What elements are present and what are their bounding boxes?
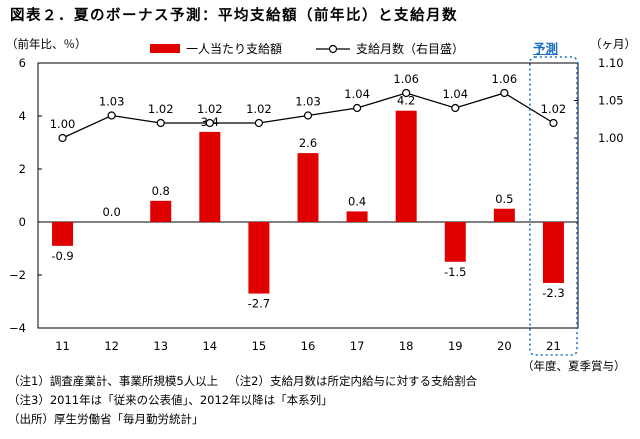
- line-point-19: [451, 103, 460, 113]
- legend-line-swatch: [316, 44, 350, 53]
- plot-frame: [37, 62, 579, 329]
- bar-21: [542, 222, 564, 283]
- x-tick-label-13: 13: [153, 339, 168, 353]
- line-label-18: 1.06: [393, 72, 419, 86]
- legend-bar-label: 一人当たり支給額: [186, 42, 283, 56]
- bar-label-21: -2.3: [542, 286, 564, 300]
- left-tick-label: 2: [19, 162, 26, 176]
- bar-label-17: 0.4: [348, 194, 366, 208]
- line-label-21: 1.02: [541, 102, 567, 116]
- line-label-20: 1.06: [492, 72, 518, 86]
- bar-label-19: -1.5: [444, 265, 466, 279]
- line-point-16: [303, 111, 313, 120]
- line-point-20: [500, 88, 509, 98]
- note-line-2: （注3）2011年は「従来の公表値」、2012年以降は「本系列」: [8, 391, 487, 410]
- bar-16: [297, 153, 319, 222]
- x-tick-label-12: 12: [104, 339, 119, 353]
- legend-bar-swatch: [150, 44, 180, 53]
- bar-11: [52, 222, 74, 246]
- line-point-21: [549, 118, 558, 128]
- chart-title: 図表２．夏のボーナス予測：平均支給額（前年比）と支給月数: [10, 8, 458, 24]
- left-tick-label: 0: [19, 215, 26, 229]
- line-label-13: 1.02: [148, 102, 174, 116]
- line-label-12: 1.03: [99, 95, 125, 109]
- line-point-18: [402, 88, 411, 98]
- right-tick-label: 1.05: [598, 94, 624, 108]
- bar-13: [150, 200, 172, 222]
- line-label-19: 1.04: [442, 87, 468, 101]
- bar-label-15: -2.7: [248, 297, 270, 311]
- bar-20: [493, 208, 515, 222]
- x-tick-label-19: 19: [448, 339, 463, 353]
- legend-line-label: 支給月数（右目盛）: [356, 42, 465, 56]
- note-line-3: （出所）厚生労働省「毎月勤労統計」: [8, 410, 487, 429]
- left-tick-label: 4: [19, 109, 26, 123]
- right-tick-label: 1.10: [598, 56, 624, 70]
- x-tick-label-11: 11: [55, 339, 70, 353]
- x-axis-label: （年度、夏季賞与）: [522, 359, 626, 373]
- left-tick-label: −4: [9, 321, 26, 335]
- bar-18: [395, 110, 417, 222]
- line-point-17: [352, 103, 362, 113]
- line-point-11: [58, 133, 67, 143]
- bar-label-13: 0.8: [152, 184, 170, 198]
- left-axis-unit: （前年比、％）: [6, 37, 87, 51]
- line-label-17: 1.04: [344, 87, 370, 101]
- note-3: （注3）2011年は「従来の公表値」、2012年以降は「本系列」: [8, 393, 333, 407]
- bar-label-20: 0.5: [495, 192, 513, 206]
- line-label-14: 1.02: [197, 102, 223, 116]
- x-tick-label-15: 15: [252, 339, 267, 353]
- bar-label-12: 0.0: [102, 205, 120, 219]
- line-label-16: 1.03: [295, 95, 321, 109]
- forecast-label: 予測: [533, 41, 559, 56]
- bar-label-16: 2.6: [299, 136, 317, 150]
- bar-label-11: -0.9: [51, 249, 73, 263]
- line-label-11: 1.00: [50, 117, 76, 131]
- x-tick-label-16: 16: [301, 339, 316, 353]
- right-axis-unit: （ヶ月）: [590, 37, 636, 51]
- x-tick-label-21: 21: [546, 339, 561, 353]
- x-tick-label-17: 17: [350, 339, 365, 353]
- bar-17: [346, 211, 368, 222]
- note-source: （出所）厚生労働省「毎月勤労統計」: [8, 412, 204, 426]
- x-tick-label-20: 20: [497, 339, 512, 353]
- line-point-15: [254, 118, 264, 128]
- note-2: （注2）支給月数は所定内給与に対する支給割合: [228, 374, 477, 388]
- left-tick-label: 6: [19, 56, 26, 70]
- note-line-1: （注1）調査産業計、事業所規模5人以上 （注2）支給月数は所定内給与に対する支給割…: [8, 372, 487, 391]
- line-point-13: [156, 118, 165, 128]
- bar-15: [248, 222, 270, 294]
- note-1: （注1）調査産業計、事業所規模5人以上: [8, 374, 219, 388]
- bar-19: [444, 222, 466, 262]
- notes: （注1）調査産業計、事業所規模5人以上 （注2）支給月数は所定内給与に対する支給割…: [8, 372, 487, 429]
- line-label-15: 1.02: [246, 102, 272, 116]
- line-point-12: [107, 111, 116, 120]
- bar-label-18: 4.2: [397, 94, 415, 108]
- right-tick-label: 1.00: [598, 131, 624, 145]
- legend-item-bar: 一人当たり支給額: [150, 40, 282, 57]
- line-point-14: [205, 118, 214, 128]
- x-tick-label-18: 18: [399, 339, 414, 353]
- bar-14: [199, 131, 221, 222]
- left-tick-label: −2: [9, 268, 26, 282]
- legend-item-line: 支給月数（右目盛）: [316, 40, 464, 57]
- x-tick-label-14: 14: [202, 339, 217, 353]
